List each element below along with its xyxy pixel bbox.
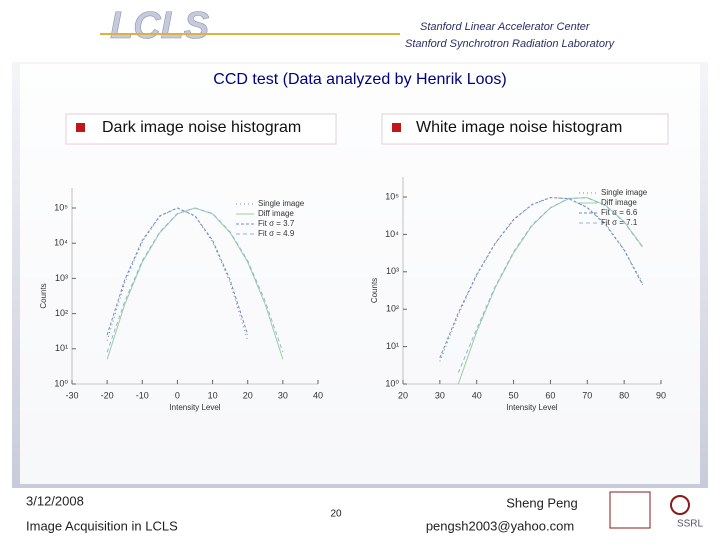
x-tick-label: 60 [545,390,555,400]
x-tick-label: 90 [656,390,666,400]
ssrl-logo [670,495,690,515]
bullet [76,123,85,132]
y-tick-label: 10³ [386,266,399,276]
y-tick-label: 10⁰ [54,378,68,388]
legend-label: Single image [601,188,648,197]
footer-date: 3/12/2008 [26,493,84,508]
y-axis-label: Counts [39,283,48,308]
page-number: 20 [330,509,342,520]
badge: SSRL [677,519,704,530]
x-tick-label: -30 [65,390,78,400]
data-line [106,207,249,335]
chart-title: Dark image noise histogram [102,119,301,136]
legend-label: Diff image [601,198,637,207]
y-axis-label: Counts [370,278,379,303]
chart-title: White image noise histogram [416,119,622,136]
x-tick-label: 20 [398,390,408,400]
y-tick-label: 10² [55,308,68,318]
x-tick-label: 50 [509,390,519,400]
x-axis-label: Intensity Level [169,403,220,412]
y-tick-label: 10¹ [386,341,399,351]
data-line [439,197,644,362]
legend-label: Fit σ = 3.7 [258,219,295,228]
bullet [392,123,401,132]
x-tick-label: 70 [582,390,592,400]
org-name: Stanford Linear Accelerator Center [420,21,591,33]
footer-talk: Image Acquisition in LCLS [26,518,178,533]
heading-box [65,113,337,145]
legend-label: Fit σ = 4.9 [258,229,295,238]
x-tick-label: 40 [313,390,323,400]
data-line [439,196,644,359]
y-tick-label: 10⁴ [385,229,399,239]
x-tick-label: 80 [619,390,629,400]
org-name: Stanford Synchrotron Radiation Laborator… [405,38,616,50]
x-tick-label: 0 [175,390,180,400]
y-tick-label: 10⁵ [54,202,68,212]
x-tick-label: 30 [278,390,288,400]
x-tick-label: 30 [435,390,445,400]
legend-label: Single image [258,199,305,208]
y-tick-label: 10¹ [55,343,68,353]
x-axis-label: Intensity Level [506,403,557,412]
legend-label: Fit σ = 7.1 [601,218,638,227]
footer-email: pengsh2003@yahoo.com [426,518,574,533]
heading-box [381,113,669,145]
x-tick-label: -10 [136,390,149,400]
data-line [457,197,643,373]
y-tick-label: 10⁴ [54,238,68,248]
y-tick-label: 10⁰ [385,378,399,388]
logo: LCLS [110,5,209,47]
x-tick-label: 40 [472,390,482,400]
x-tick-label: 10 [208,390,218,400]
legend-label: Diff image [258,209,294,218]
x-tick-label: 20 [243,390,253,400]
footer-author: Sheng Peng [506,495,578,510]
legend-label: Fit σ = 6.6 [601,208,638,217]
x-tick-label: -20 [101,390,114,400]
slac-logo [609,491,651,529]
y-tick-label: 10⁵ [385,191,399,201]
y-tick-label: 10³ [55,273,68,283]
y-tick-label: 10² [386,304,399,314]
slide-title: CCD test (Data analyzed by Henrik Loos) [213,71,506,88]
data-line [106,207,284,353]
